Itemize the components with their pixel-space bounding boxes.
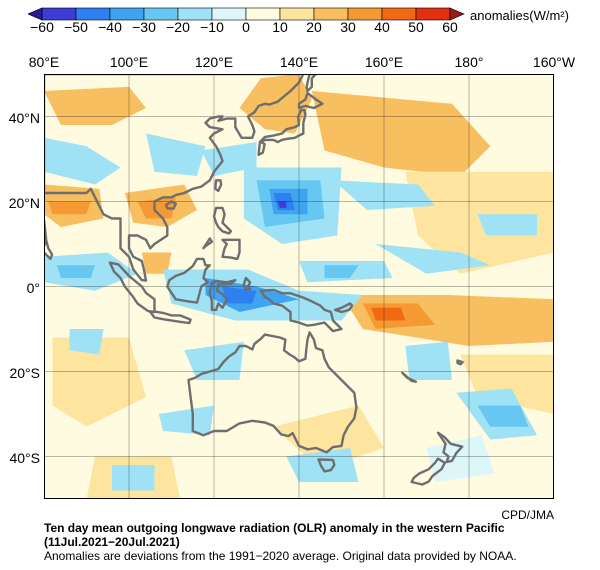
longitude-label: 160°W [532, 54, 576, 70]
coastline [149, 310, 192, 325]
colorbar-tick-label: 0 [242, 19, 250, 35]
anomaly-region [201, 142, 257, 176]
coastline [317, 458, 336, 473]
colorbar-low-arrow [28, 7, 43, 21]
anomaly-region [311, 91, 491, 176]
coastline [214, 179, 223, 193]
coastline [202, 237, 214, 250]
colorbar-tick-label: −60 [30, 19, 54, 35]
colorbar-tick-label: −30 [132, 19, 156, 35]
coastline [259, 288, 343, 333]
anomaly-region [146, 133, 206, 176]
longitude-label: 80°E [28, 54, 60, 70]
coastline [187, 331, 358, 454]
caption-title: Ten day mean outgoing longwave radiation… [44, 521, 505, 535]
colorbar-unit-label: anomalies(W/m²) [470, 8, 569, 23]
coastline [257, 108, 307, 157]
colorbar-tick-label: 30 [340, 19, 356, 35]
anomaly-region [141, 252, 172, 274]
colorbar-tick-label: −40 [98, 19, 122, 35]
coastline [436, 431, 464, 464]
caption-period: (11Jul.2021−20Jul.2021) [44, 535, 180, 549]
caption-note: Anomalies are deviations from the 1991−2… [44, 549, 517, 563]
latitude-label: 0° [26, 280, 40, 296]
latitude-label: 40°S [9, 450, 40, 466]
negative-anomaly-regions [44, 133, 537, 491]
longitude-label: 140°E [279, 54, 319, 70]
colorbar-tick-label: 40 [374, 19, 390, 35]
longitude-label: 180° [454, 54, 484, 70]
colorbar-tick-label: −50 [64, 19, 88, 35]
coastline [221, 238, 241, 261]
colorbar-tick-label: 50 [408, 19, 424, 35]
longitude-label: 100°E [109, 54, 149, 70]
latitude-label: 20°S [9, 365, 40, 381]
anomaly-region [426, 435, 495, 482]
anomaly-region [375, 244, 491, 274]
olr-anomaly-map [44, 74, 554, 499]
anomaly-region [44, 86, 146, 125]
anomaly-region [405, 341, 452, 380]
anomaly-region [52, 337, 146, 427]
anomaly-region [222, 286, 257, 304]
anomaly-region [477, 405, 529, 427]
coastline [401, 371, 418, 383]
anomaly-region [56, 265, 95, 278]
coastlines [44, 74, 464, 486]
colorbar-tick-label: 60 [442, 19, 458, 35]
coastline [166, 257, 212, 304]
anomaly-region [460, 354, 554, 414]
anomaly-region [158, 405, 214, 436]
map-frame [44, 74, 554, 499]
graticule [44, 74, 554, 499]
latitude-label: 20°N [8, 195, 40, 211]
latitude-label: 40°N [8, 110, 40, 126]
colorbar-tick-label: −20 [166, 19, 190, 35]
coastline [305, 74, 318, 93]
colorbar-tick-label: 10 [272, 19, 288, 35]
coastline [456, 359, 464, 366]
anomaly-region [405, 171, 554, 274]
credit-label: CPD/JMA [501, 508, 554, 522]
colorbar [28, 7, 465, 21]
anomaly-region [112, 465, 155, 491]
coastline [208, 278, 237, 312]
anomaly-region [273, 405, 384, 470]
coastline [44, 219, 54, 261]
colorbar-tick-label: −10 [200, 19, 224, 35]
anomaly-region [277, 201, 287, 208]
anomaly-region [371, 307, 406, 321]
anomaly-region [324, 265, 359, 278]
colorbar-tick-label: 20 [306, 19, 322, 35]
coastline [212, 206, 233, 235]
longitude-label: 120°E [194, 54, 234, 70]
longitude-label: 160°E [364, 54, 404, 70]
coastline [44, 74, 305, 282]
anomaly-region [137, 197, 176, 219]
coastline [164, 200, 178, 210]
anomaly-region [69, 329, 104, 355]
coastline [410, 457, 446, 486]
anomaly-region [477, 214, 537, 236]
anomaly-region [48, 201, 91, 215]
coastline [242, 276, 252, 292]
anomaly-region [44, 137, 121, 185]
coastline [297, 91, 324, 110]
coastline [333, 302, 354, 314]
colorbar-high-arrow [449, 7, 465, 21]
